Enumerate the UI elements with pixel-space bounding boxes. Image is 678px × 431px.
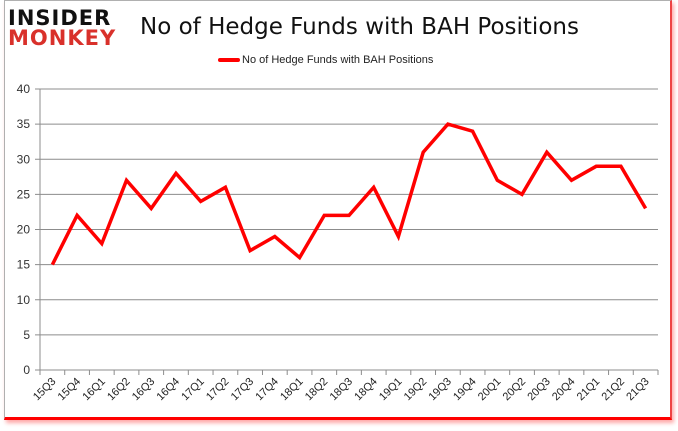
x-tick-label: 15Q4 <box>56 376 84 404</box>
y-tick-label: 40 <box>17 82 31 96</box>
y-tick-label: 20 <box>17 223 31 237</box>
x-tick-label: 16Q3 <box>130 376 158 404</box>
x-tick-label: 20Q1 <box>476 376 504 404</box>
y-axis-ticks: 0 5 10 15 20 25 30 35 40 <box>17 82 40 377</box>
x-tick-label: 16Q4 <box>155 376 183 404</box>
legend-line-swatch-icon <box>218 58 240 62</box>
gridlines <box>40 88 658 336</box>
series-line <box>50 122 648 266</box>
logo-line-1: INSIDER <box>8 6 112 30</box>
y-tick-label: 35 <box>17 117 31 131</box>
x-tick-label: 19Q2 <box>402 376 430 404</box>
x-tick-label: 15Q3 <box>31 376 59 404</box>
x-tick-label: 21Q2 <box>600 376 628 404</box>
insider-monkey-logo: INSIDER MONKEY <box>8 6 117 50</box>
x-tick-label: 20Q3 <box>525 376 553 404</box>
logo-line-2: MONKEY <box>8 26 117 50</box>
x-tick-label: 18Q1 <box>278 376 306 404</box>
x-tick-label: 17Q2 <box>204 376 232 404</box>
x-tick-label: 16Q2 <box>105 376 133 404</box>
x-tick-label: 19Q3 <box>426 376 454 404</box>
x-tick-label: 18Q4 <box>352 376 380 404</box>
x-tick-label: 18Q2 <box>303 376 331 404</box>
x-tick-label: 17Q1 <box>179 376 207 404</box>
x-tick-label: 20Q4 <box>550 376 578 404</box>
x-tick-label: 19Q4 <box>451 376 479 404</box>
x-tick-label: 17Q4 <box>253 376 281 404</box>
y-tick-label: 0 <box>23 363 30 377</box>
y-tick-label: 5 <box>23 328 30 342</box>
legend-label: No of Hedge Funds with BAH Positions <box>242 54 434 66</box>
axes <box>39 89 658 375</box>
x-tick-label: 21Q3 <box>624 376 652 404</box>
x-tick-label: 21Q1 <box>575 376 603 404</box>
y-tick-label: 15 <box>17 258 31 272</box>
chart-title: No of Hedge Funds with BAH Positions <box>140 14 579 40</box>
x-tick-label: 18Q3 <box>328 376 356 404</box>
x-axis-ticks: 15Q315Q416Q116Q216Q316Q417Q117Q217Q317Q4… <box>31 370 659 404</box>
y-tick-label: 10 <box>17 293 31 307</box>
x-tick-label: 19Q1 <box>377 376 405 404</box>
x-tick-label: 20Q2 <box>501 376 529 404</box>
x-tick-label: 17Q3 <box>229 376 257 404</box>
y-tick-label: 30 <box>17 152 31 166</box>
chart-legend: No of Hedge Funds with BAH Positions <box>218 54 433 66</box>
x-tick-label: 16Q1 <box>80 376 108 404</box>
y-tick-label: 25 <box>17 187 31 201</box>
